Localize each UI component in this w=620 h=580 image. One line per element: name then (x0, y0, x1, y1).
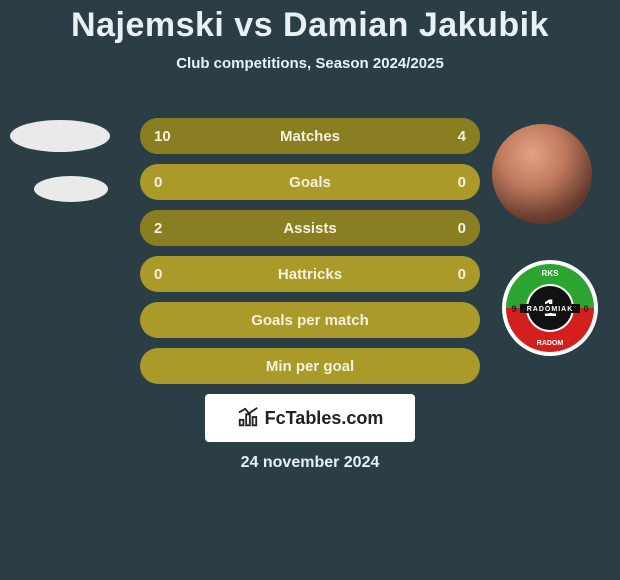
badge-side-left: 9 (511, 304, 516, 314)
badge-mid-text: RADOMIAK (527, 306, 574, 313)
brand-text: FcTables.com (265, 408, 384, 429)
stat-row: Matches10 4 (140, 118, 480, 154)
stat-row: Assists2 0 (140, 210, 480, 246)
page-title: Najemski vs Damian Jakubik (0, 0, 620, 45)
club-right-logo: 1 RKS RADOMIAK RADOM 9 0 (502, 260, 598, 356)
stat-value-left: 10 (154, 118, 171, 154)
radomiak-badge-icon: 1 RKS RADOMIAK RADOM 9 0 (502, 260, 598, 356)
subtitle: Club competitions, Season 2024/2025 (0, 55, 620, 72)
stat-value-right: 0 (458, 210, 466, 246)
stat-label: Goals (140, 164, 480, 200)
date-text: 24 november 2024 (0, 454, 620, 472)
badge-top-text: RKS (542, 269, 560, 278)
player-left-avatar-placeholder (10, 120, 110, 152)
stat-row: Min per goal (140, 348, 480, 384)
stat-row: Goals per match (140, 302, 480, 338)
chart-icon (237, 407, 259, 429)
stat-value-left: 0 (154, 256, 162, 292)
player-right-avatar (492, 124, 592, 224)
stat-label: Hattricks (140, 256, 480, 292)
stat-value-left: 2 (154, 210, 162, 246)
stat-label: Min per goal (140, 348, 480, 384)
badge-bottom-text: RADOM (537, 340, 564, 347)
club-left-logo-placeholder (34, 176, 108, 202)
stat-value-left: 0 (154, 164, 162, 200)
stat-value-right: 0 (458, 164, 466, 200)
stat-label: Goals per match (140, 302, 480, 338)
stat-bars: Matches104Goals00Assists20Hattricks00Goa… (140, 118, 480, 394)
badge-side-right: 0 (583, 304, 588, 314)
comparison-card: Najemski vs Damian Jakubik Club competit… (0, 0, 620, 580)
stat-row: Goals0 0 (140, 164, 480, 200)
brand-badge[interactable]: FcTables.com (205, 394, 415, 442)
stat-row: Hattricks0 0 (140, 256, 480, 292)
stat-value-right: 4 (458, 118, 466, 154)
stat-label: Matches (140, 118, 480, 154)
stat-label: Assists (140, 210, 480, 246)
stat-value-right: 0 (458, 256, 466, 292)
